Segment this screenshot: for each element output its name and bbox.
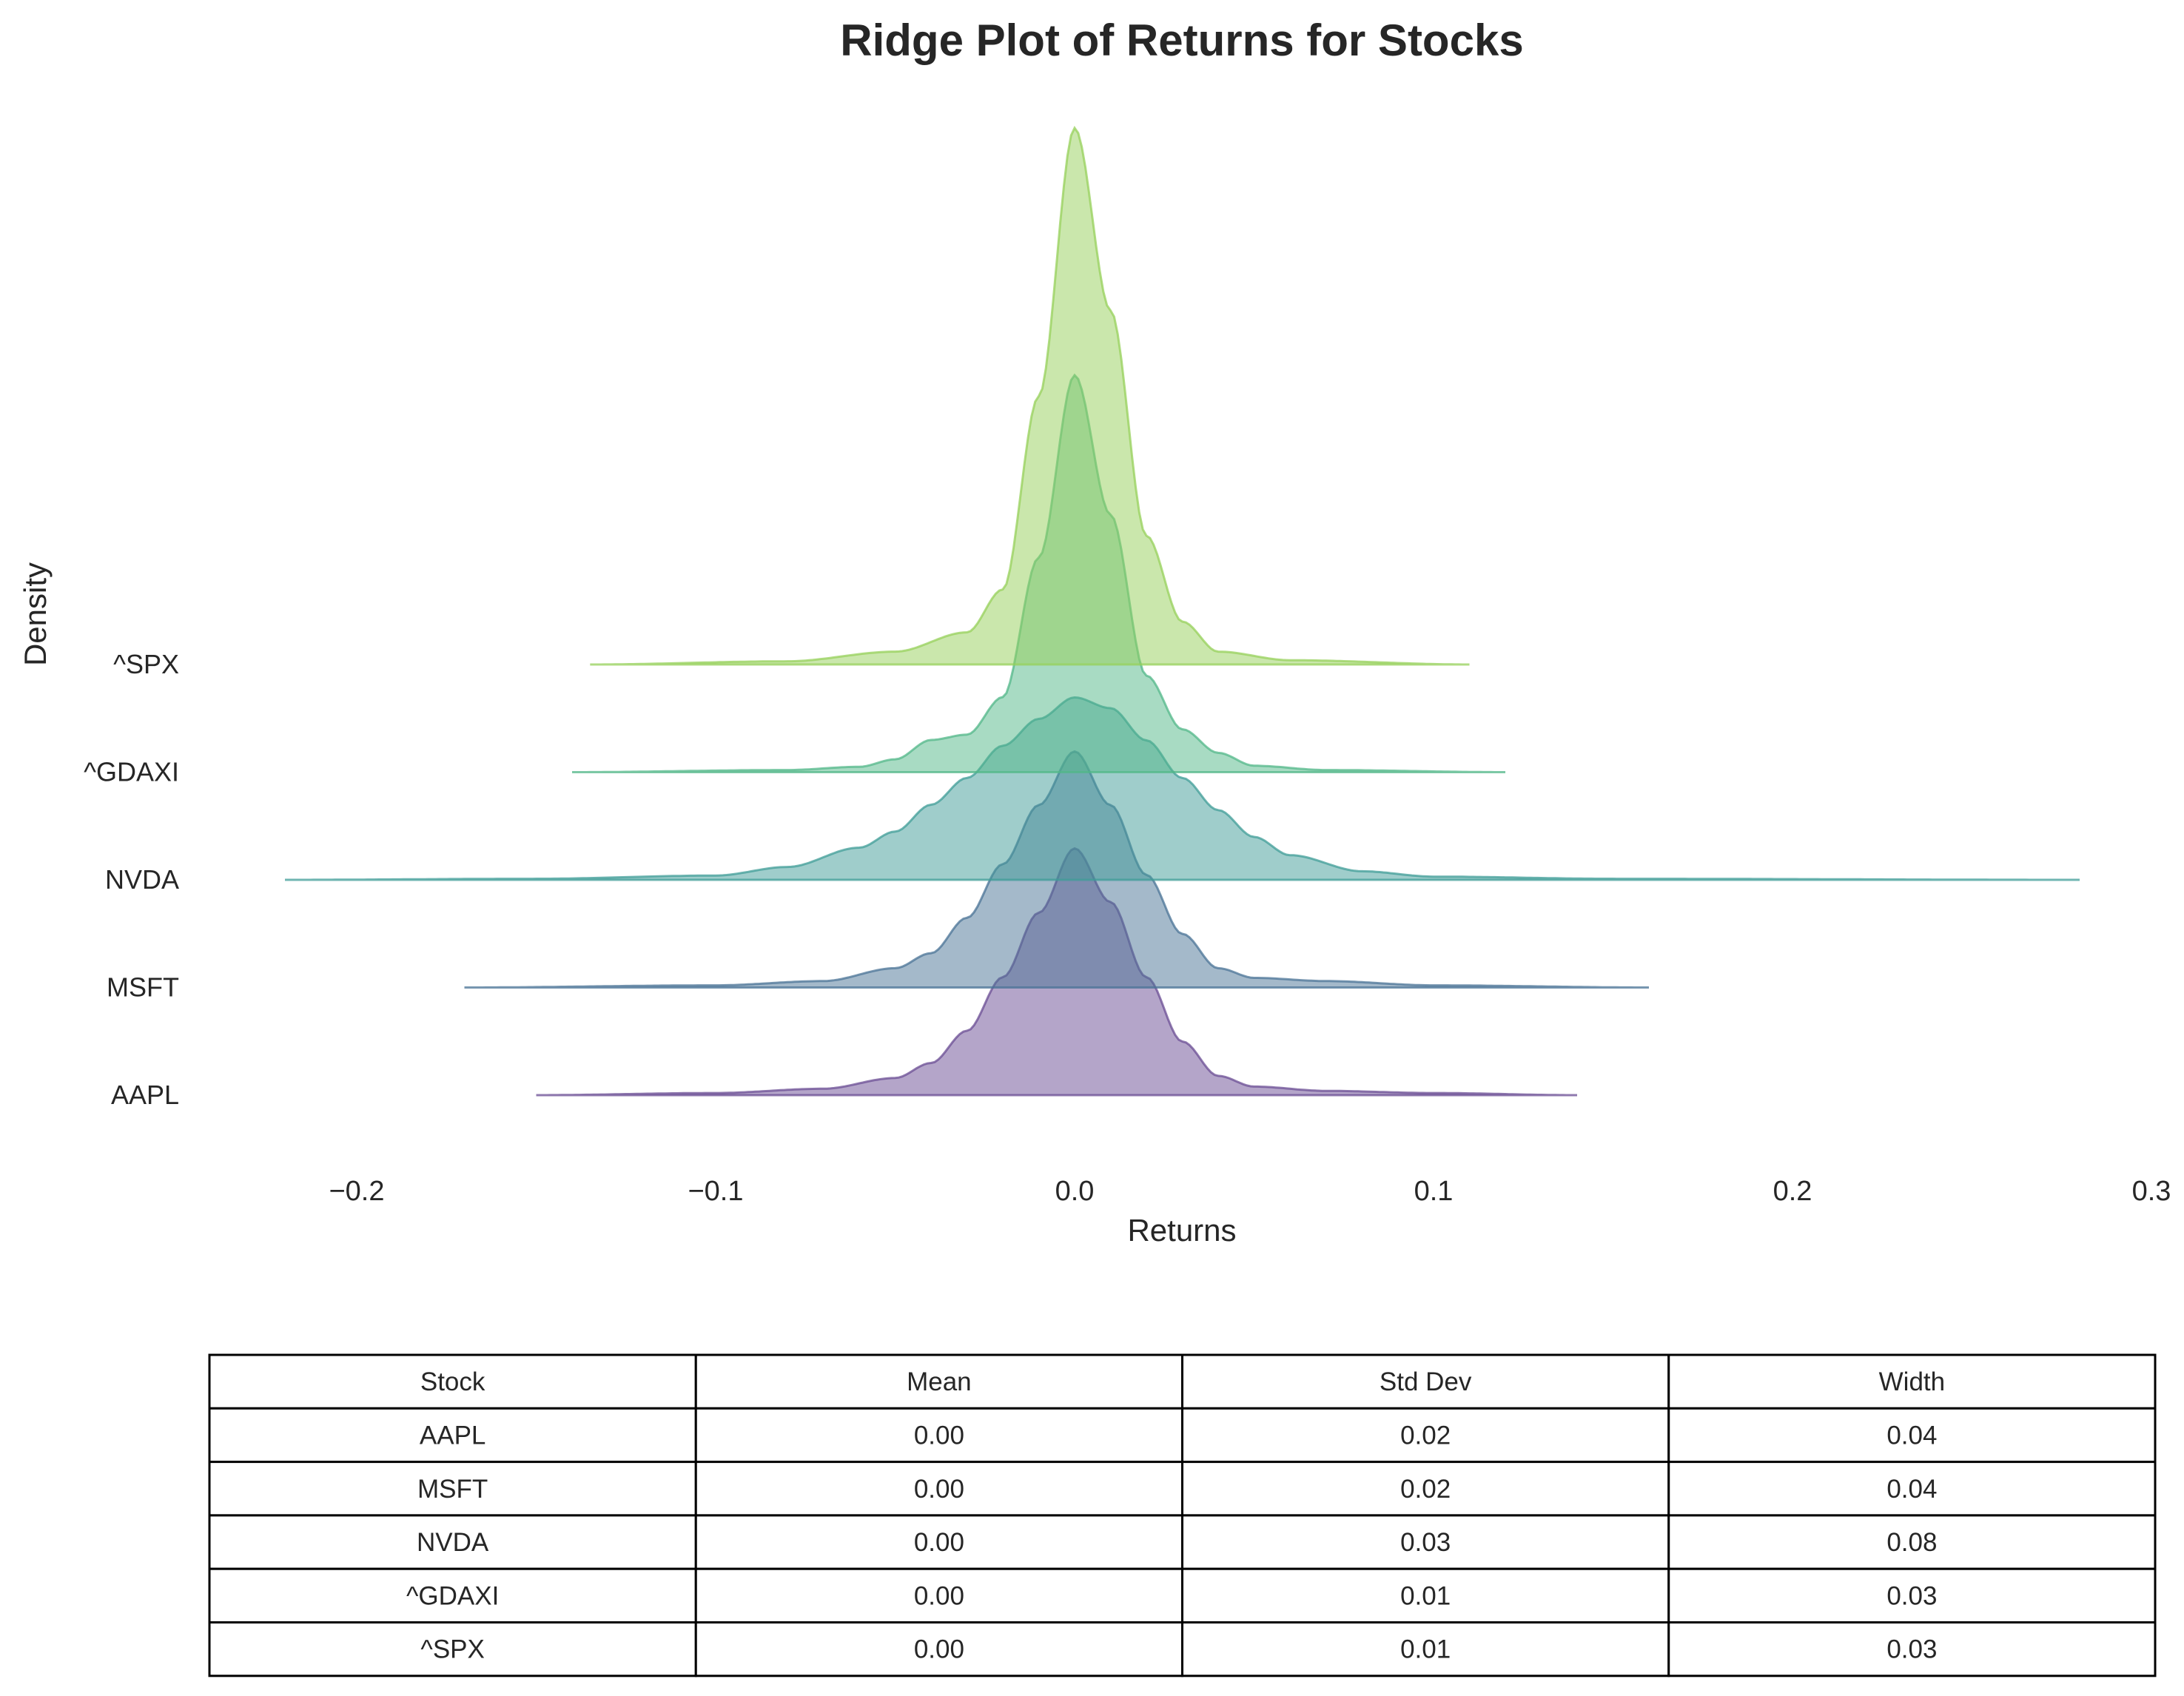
table-cell-text: 0.00: [914, 1635, 964, 1664]
table-cell: [1667, 1461, 2157, 1517]
x-tick-label: 0.3: [2132, 1176, 2171, 1207]
table-header-text: Stock: [420, 1367, 485, 1396]
table-cell: [694, 1621, 1183, 1678]
table-cell: [1181, 1567, 1670, 1623]
table-cell-text: 0.08: [1886, 1528, 1937, 1557]
table-cell: [694, 1514, 1183, 1570]
table-cell: [1667, 1407, 2157, 1464]
ridge-nvda: [285, 696, 2080, 881]
ridge-label-gdaxi: ^GDAXI: [84, 757, 179, 787]
stats-table: Stock Mean Std Dev Width AAPL 0.00 0.02 0.04 MSF…: [208, 1353, 2157, 1678]
ridge-plot-area: [285, 126, 2080, 1097]
ridge-label-aapl: AAPL: [111, 1080, 179, 1110]
table-header-cell: [208, 1353, 697, 1410]
table-cell: [1667, 1621, 2157, 1678]
table-cell-text: 0.00: [914, 1581, 964, 1610]
table-cell-text: 0.01: [1400, 1581, 1451, 1610]
ridge-label-msft: MSFT: [107, 972, 179, 1003]
table-cell-text: ^GDAXI: [406, 1581, 499, 1610]
table-cell-text: 0.03: [1400, 1528, 1451, 1557]
table-cell: [208, 1621, 697, 1678]
ridge-label-nvda: NVDA: [105, 864, 179, 895]
table-header-text: Std Dev: [1380, 1367, 1472, 1396]
ridge-spx: [590, 126, 1470, 666]
table-header-text: Width: [1879, 1367, 1945, 1396]
table-cell-text: 0.00: [914, 1528, 964, 1557]
chart-title: Ridge Plot of Returns for Stocks: [840, 16, 1523, 65]
table-cell: [694, 1567, 1183, 1623]
table-header-cell: [1181, 1353, 1670, 1410]
table-cell-text: NVDA: [417, 1528, 489, 1557]
x-tick-label: 0.2: [1773, 1176, 1812, 1207]
table-cell-text: 0.01: [1400, 1635, 1451, 1664]
x-axis-label: Returns: [1127, 1213, 1236, 1248]
x-tick-label: 0.1: [1414, 1176, 1454, 1207]
y-axis-label: Density: [18, 562, 53, 666]
table-cell: [694, 1407, 1183, 1464]
table-cell: [208, 1461, 697, 1517]
x-tick-label: 0.0: [1055, 1176, 1095, 1207]
table-cell-text: ^SPX: [420, 1635, 484, 1664]
table-cell-text: AAPL: [420, 1421, 486, 1450]
table-cell-text: MSFT: [417, 1475, 488, 1504]
table-cell-text: 0.02: [1400, 1475, 1451, 1504]
x-tick-label: −0.1: [688, 1176, 743, 1207]
table-cell-text: 0.04: [1886, 1421, 1937, 1450]
table-cell: [1667, 1514, 2157, 1570]
table-cell-text: 0.00: [914, 1475, 964, 1504]
ridge-labels: AAPL MSFT NVDA ^GDAXI ^SPX: [84, 649, 179, 1110]
table-cell-text: 0.04: [1886, 1475, 1937, 1504]
table-cell-text: 0.03: [1886, 1635, 1937, 1664]
table-cell-text: 0.02: [1400, 1421, 1451, 1450]
ridge-label-spx: ^SPX: [113, 649, 179, 679]
table-cell-text: 0.03: [1886, 1581, 1937, 1610]
table-cell: [694, 1461, 1183, 1517]
table-cell: [1667, 1567, 2157, 1623]
table-header-cell: [1667, 1353, 2157, 1410]
x-axis-ticks: −0.2 −0.1 0.0 0.1 0.2 0.3: [329, 1176, 2171, 1207]
x-tick-label: −0.2: [329, 1176, 384, 1207]
table-header-text: Mean: [907, 1367, 972, 1396]
table-cell: [1181, 1461, 1670, 1517]
table-cell-text: 0.00: [914, 1421, 964, 1450]
